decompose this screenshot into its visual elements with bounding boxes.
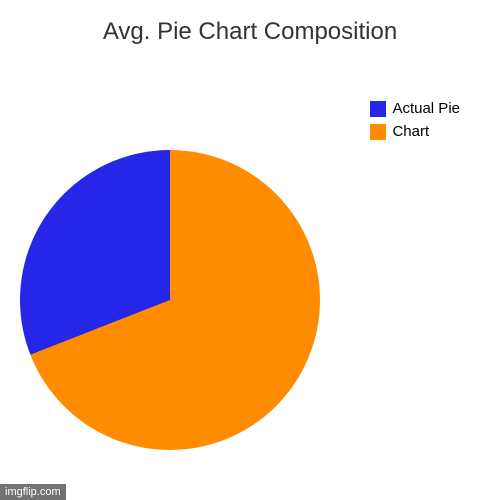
legend-item-chart: Chart — [370, 123, 460, 140]
pie-graphic — [20, 150, 320, 450]
watermark: imgflip.com — [0, 484, 66, 500]
chart-title: Avg. Pie Chart Composition — [0, 0, 500, 46]
legend-label-chart: Chart — [392, 123, 429, 140]
pie-chart — [20, 150, 340, 470]
legend-item-actual-pie: Actual Pie — [370, 100, 460, 117]
legend: Actual Pie Chart — [370, 100, 460, 146]
legend-swatch-actual-pie — [370, 101, 386, 117]
legend-label-actual-pie: Actual Pie — [392, 100, 460, 117]
legend-swatch-chart — [370, 124, 386, 140]
